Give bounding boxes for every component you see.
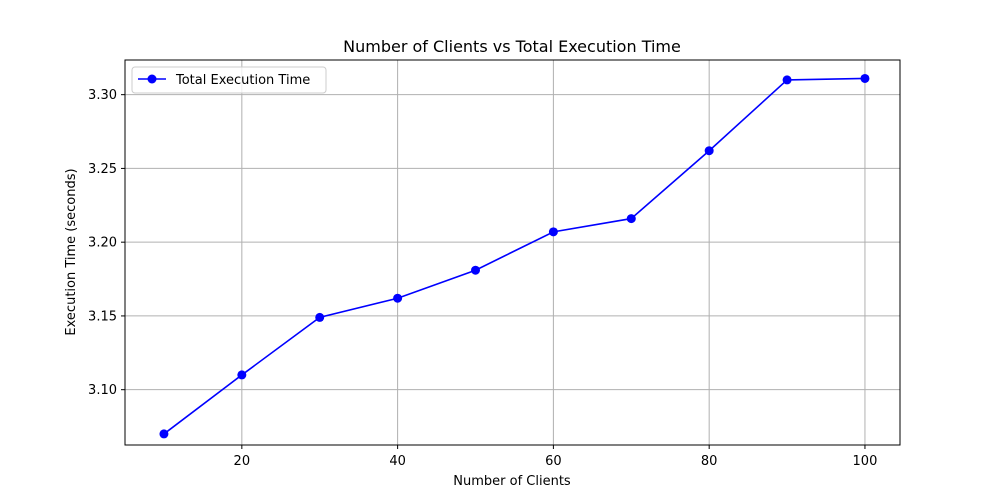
data-point [237,370,247,380]
data-point [782,75,792,85]
x-tick-label: 40 [389,454,406,469]
legend-box [131,66,327,94]
legend-marker-swatch [147,74,157,84]
y-axis-label: Execution Time (seconds) [64,168,79,335]
plot-frame [124,59,901,446]
data-point [471,265,481,275]
series-layer [159,73,870,439]
x-axis-label: Number of Clients [453,474,571,489]
data-point [548,227,558,237]
legend-entry-label: Total Execution Time [175,73,310,88]
series-line [163,77,865,435]
x-tick-label: 20 [234,454,251,469]
y-tick-label: 3.10 [88,383,117,398]
data-point [704,146,714,156]
data-point [393,293,403,303]
legend: Total Execution Time [131,66,327,94]
data-point [315,312,325,322]
x-tick-label: 100 [853,454,878,469]
data-point [860,73,870,83]
y-tick-label: 3.30 [88,88,117,103]
chart-title: Number of Clients vs Total Execution Tim… [343,37,681,56]
y-tick-label: 3.15 [88,309,117,324]
data-point [159,429,169,439]
data-point [626,214,636,224]
y-tick-label: 3.20 [88,236,117,251]
x-tick-label: 60 [545,454,562,469]
x-tick-label: 80 [701,454,718,469]
y-tick-label: 3.25 [88,162,117,177]
axis-ticks: 20 40 60 80 100 3.10 3.15 3.20 3.25 3.30 [88,88,877,469]
